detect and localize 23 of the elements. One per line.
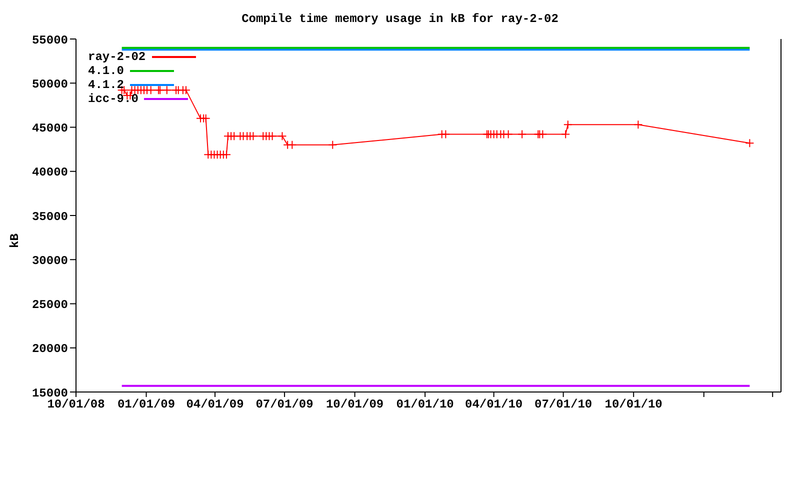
y-axis-title: kB — [8, 232, 22, 248]
y-tick-label: 25000 — [32, 298, 68, 312]
x-tick-label: 01/01/09 — [117, 398, 176, 412]
x-tick-label: 10/01/09 — [326, 398, 384, 412]
x-tick-label: 10/01/10 — [604, 398, 662, 412]
legend-label: 4.1.2 — [88, 78, 124, 92]
y-tick-label: 55000 — [32, 33, 68, 48]
y-tick-label: 30000 — [32, 254, 68, 268]
legend-label: icc-9.0 — [88, 92, 138, 106]
y-tick-label: 45000 — [32, 122, 68, 136]
x-tick-label: 04/01/09 — [186, 398, 244, 412]
x-tick-label: 10/01/08 — [47, 398, 105, 412]
x-tick-label: 04/01/10 — [465, 398, 523, 412]
x-tick-label: 01/01/10 — [396, 398, 454, 412]
chart-title: Compile time memory usage in kB for ray-2-02 — [240, 12, 560, 26]
y-tick-label: 50000 — [32, 77, 68, 92]
y-tick-label: 40000 — [32, 166, 68, 180]
legend-label: ray-2-02 — [88, 50, 146, 64]
legend-label: 4.1.0 — [88, 64, 124, 78]
y-tick-label: 35000 — [32, 210, 68, 224]
x-tick-label: 07/01/09 — [256, 398, 314, 412]
x-tick-label: 07/01/10 — [534, 398, 592, 412]
y-tick-label: 20000 — [32, 342, 68, 356]
